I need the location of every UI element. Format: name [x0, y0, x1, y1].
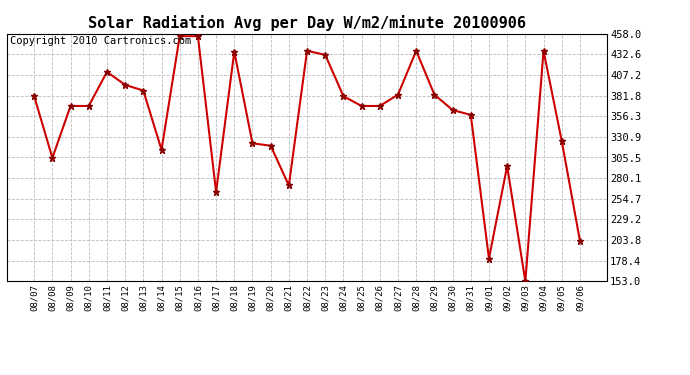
- Title: Solar Radiation Avg per Day W/m2/minute 20100906: Solar Radiation Avg per Day W/m2/minute …: [88, 15, 526, 31]
- Text: Copyright 2010 Cartronics.com: Copyright 2010 Cartronics.com: [10, 36, 191, 46]
